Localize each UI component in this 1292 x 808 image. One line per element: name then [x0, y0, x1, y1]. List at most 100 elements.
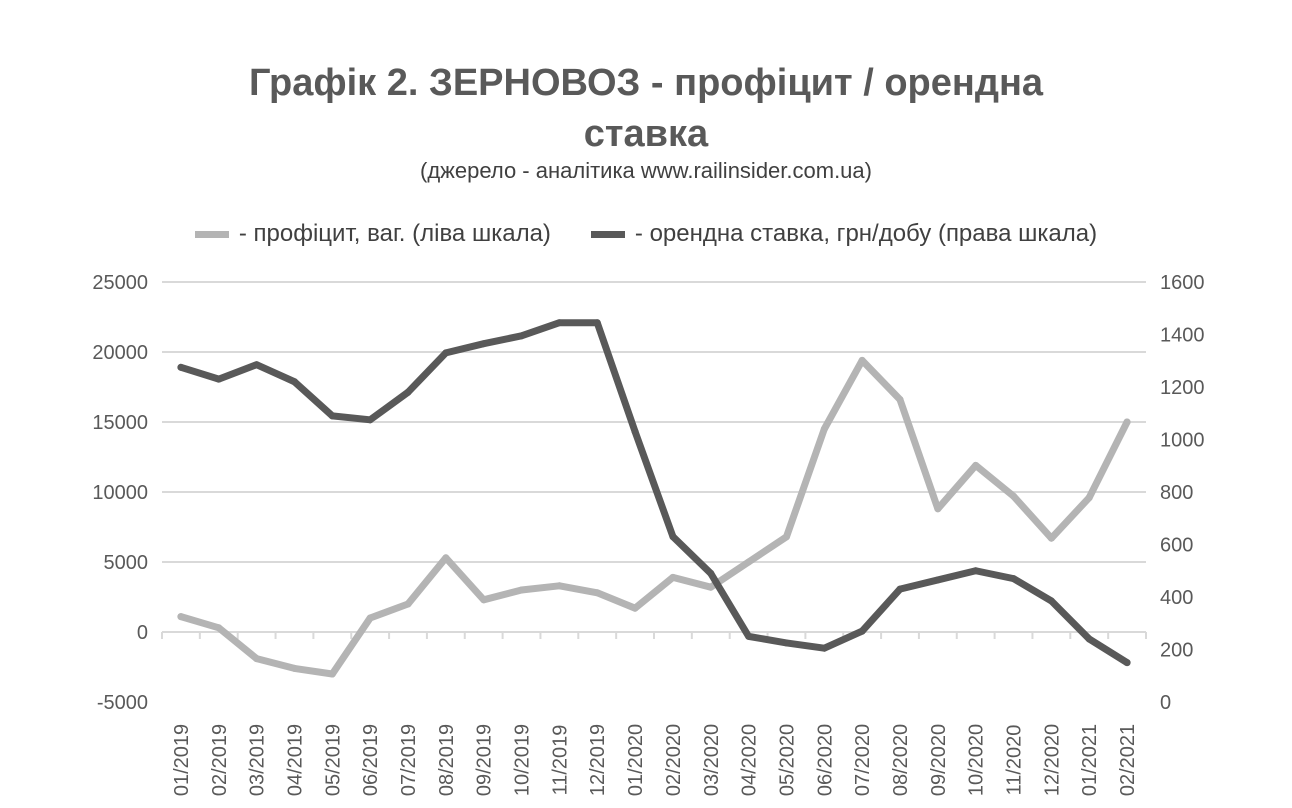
x-tick-label: 10/2020 — [966, 724, 988, 796]
data-point-rate — [177, 363, 185, 371]
x-tick-label: 05/2020 — [776, 724, 798, 796]
y-right-tick-label: 0 — [1160, 692, 1171, 714]
data-point-rate — [669, 533, 677, 541]
data-point-rate — [555, 319, 563, 327]
data-point-rate — [290, 378, 298, 386]
data-point-surplus — [442, 554, 450, 562]
chart-title-line-2: ставка — [583, 113, 709, 155]
y-right-tick-label: 400 — [1160, 587, 1193, 609]
y-left-tick-label: 25000 — [92, 272, 148, 294]
chart-legend: - профіцит, ваг. (ліва шкала) - орендна … — [0, 220, 1292, 248]
data-point-rate — [1123, 659, 1131, 667]
data-point-rate — [593, 319, 601, 327]
data-point-rate — [480, 340, 488, 348]
x-tick-label: 07/2020 — [852, 724, 874, 796]
chart-subtitle: (джерело - аналітика www.railinsider.com… — [420, 158, 872, 183]
data-point-surplus — [934, 505, 942, 513]
data-point-surplus — [896, 396, 904, 404]
data-point-surplus — [707, 583, 715, 591]
data-point-rate — [820, 644, 828, 652]
y-right-tick-label: 1000 — [1160, 430, 1205, 452]
x-tick-label: 01/2019 — [171, 724, 193, 796]
data-point-surplus — [782, 533, 790, 541]
data-point-surplus — [593, 589, 601, 597]
y-right-tick-label: 1600 — [1160, 272, 1205, 294]
data-point-rate — [782, 639, 790, 647]
data-point-rate — [1010, 575, 1018, 583]
series-line-surplus — [177, 356, 1131, 678]
data-point-surplus — [253, 655, 261, 663]
data-point-rate — [631, 428, 639, 436]
data-point-surplus — [518, 586, 526, 594]
data-point-surplus — [745, 558, 753, 566]
data-point-rate — [934, 576, 942, 584]
data-point-rate — [1047, 597, 1055, 605]
y-left-tick-label: 5000 — [104, 552, 149, 574]
x-tick-label: 04/2020 — [739, 724, 761, 796]
data-point-surplus — [177, 613, 185, 621]
data-point-rate — [745, 632, 753, 640]
data-point-surplus — [820, 425, 828, 433]
x-tick-label: 08/2019 — [436, 724, 458, 796]
data-point-rate — [215, 375, 223, 383]
series-line-rate — [177, 319, 1131, 667]
y-left-tick-label: 10000 — [92, 482, 148, 504]
data-point-surplus — [555, 582, 563, 590]
legend-swatch-rate — [590, 230, 625, 238]
y-left-tick-label: -5000 — [97, 692, 148, 714]
y-right-tick-label: 600 — [1160, 535, 1193, 557]
data-point-rate — [328, 412, 336, 420]
x-tick-label: 04/2019 — [284, 724, 306, 796]
data-point-rate — [858, 627, 866, 635]
data-point-surplus — [1010, 492, 1018, 500]
data-point-rate — [404, 388, 412, 396]
x-tick-label: 02/2020 — [663, 724, 685, 796]
data-point-surplus — [215, 624, 223, 632]
x-tick-label: 05/2019 — [322, 724, 344, 796]
data-point-rate — [442, 349, 450, 357]
x-tick-label: 06/2020 — [814, 724, 836, 796]
x-tick-label: 09/2019 — [474, 724, 496, 796]
data-point-surplus — [972, 461, 980, 469]
x-tick-label: 08/2020 — [890, 724, 912, 796]
data-point-surplus — [404, 600, 412, 608]
x-tick-label: 10/2019 — [512, 724, 534, 796]
data-point-surplus — [480, 596, 488, 604]
data-point-surplus — [1123, 418, 1131, 426]
data-point-surplus — [631, 604, 639, 612]
y-right-tick-label: 1400 — [1160, 325, 1205, 347]
data-point-rate — [896, 585, 904, 593]
x-tick-label: 12/2020 — [1041, 724, 1063, 796]
y-left-tick-label: 15000 — [92, 412, 148, 434]
x-tick-label: 12/2019 — [587, 724, 609, 796]
legend-label-surplus: - профіцит, ваг. (ліва шкала) — [238, 220, 551, 247]
legend-item-rate: - орендна ставка, грн/добу (права шкала) — [590, 220, 1097, 248]
data-point-rate — [518, 332, 526, 340]
chart-title-line-1: Графік 2. ЗЕРНОВОЗ - профіцит / орендна — [248, 62, 1044, 104]
data-point-rate — [972, 567, 980, 575]
x-tick-label: 02/2021 — [1117, 724, 1139, 796]
data-point-surplus — [858, 356, 866, 364]
data-point-surplus — [1085, 494, 1093, 502]
legend-swatch-surplus — [194, 230, 229, 238]
data-point-surplus — [669, 573, 677, 581]
y-right-tick-label: 1200 — [1160, 377, 1205, 399]
data-point-rate — [253, 361, 261, 369]
x-tick-label: 01/2020 — [625, 724, 647, 796]
x-tick-label: 02/2019 — [209, 724, 231, 796]
x-tick-label: 09/2020 — [928, 724, 950, 796]
data-point-rate — [1085, 635, 1093, 643]
x-tick-label: 03/2019 — [247, 724, 269, 796]
data-point-surplus — [1047, 534, 1055, 542]
data-point-rate — [366, 416, 374, 424]
x-tick-label: 01/2021 — [1079, 724, 1101, 796]
y-right-tick-label: 800 — [1160, 482, 1193, 504]
x-tick-label: 06/2019 — [360, 724, 382, 796]
y-left-tick-label: 0 — [137, 622, 148, 644]
x-tick-label: 11/2019 — [549, 725, 571, 796]
data-point-surplus — [328, 670, 336, 678]
legend-item-surplus: - профіцит, ваг. (ліва шкала) — [194, 220, 551, 248]
data-point-surplus — [290, 664, 298, 672]
x-tick-label: 03/2020 — [701, 724, 723, 796]
